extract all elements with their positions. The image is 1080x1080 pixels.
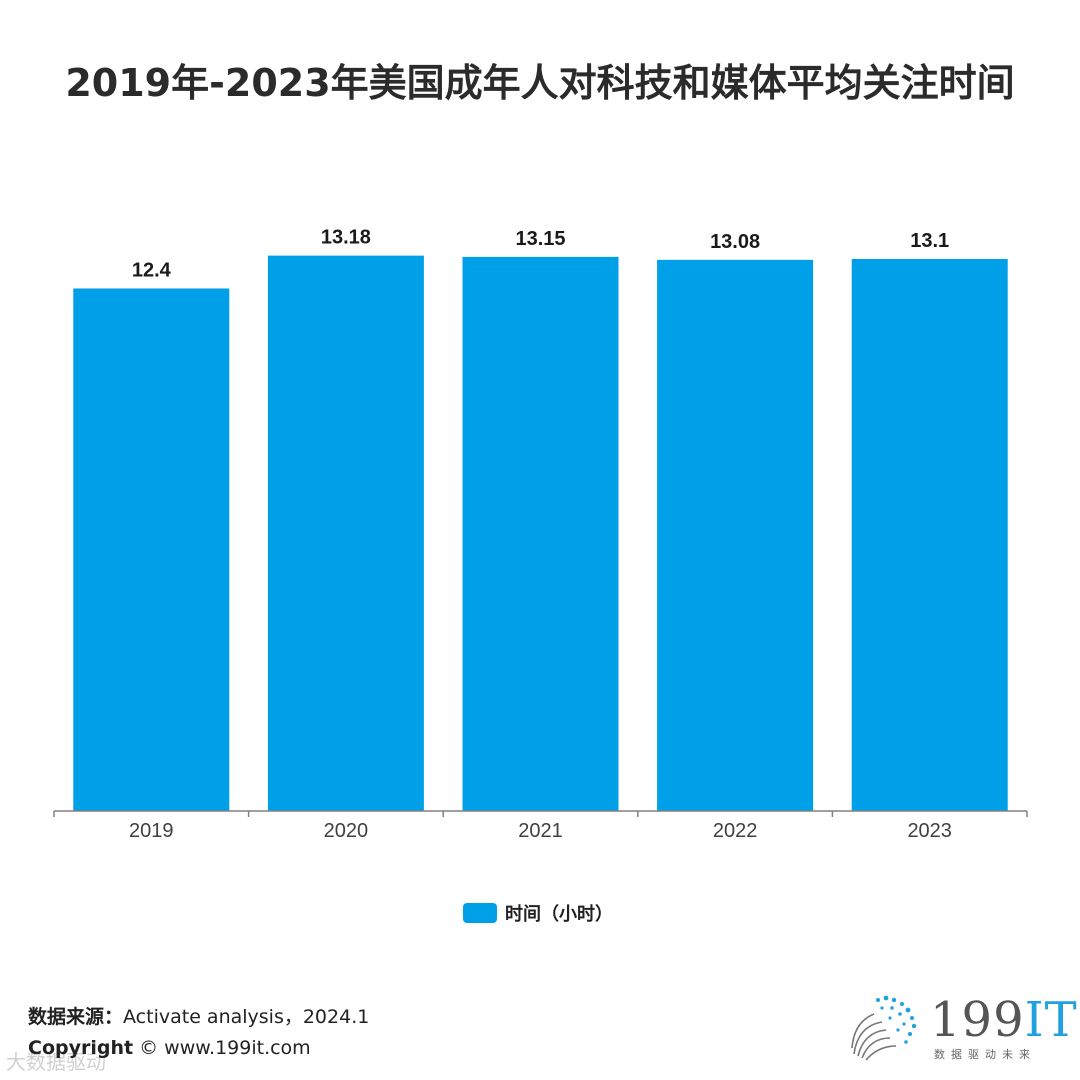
logo-tagline: 数据驱动未来: [934, 1048, 1036, 1061]
data-label-2019: 12.4: [132, 259, 172, 281]
source-note: 数据来源：Activate analysis，2024.1: [28, 1002, 369, 1029]
logo-number: 199: [930, 992, 1025, 1048]
source-label: 数据来源：: [28, 1006, 124, 1028]
logo-wordmark: 199IT: [930, 992, 1078, 1048]
logo-suffix: IT: [1024, 992, 1078, 1048]
x-tick-2022: 2022: [713, 820, 758, 842]
bar-2021: [462, 256, 619, 811]
copyright-label: Copyright: [28, 1037, 134, 1059]
x-tick-2023: 2023: [907, 820, 952, 842]
bar-2023: [851, 258, 1008, 811]
x-tick-2021: 2021: [518, 820, 563, 842]
copyright-note: Copyright © www.199it.com: [28, 1037, 311, 1059]
copyright-text: © www.199it.com: [139, 1037, 311, 1059]
bar-2022: [657, 259, 814, 811]
legend-label: 时间（小时）: [505, 904, 613, 925]
chart-legend: 时间（小时）: [463, 900, 613, 926]
data-label-2021: 13.15: [515, 228, 565, 250]
chart-title: 2019年-2023年美国成年人对科技和媒体平均关注时间: [65, 61, 1015, 105]
x-tick-2020: 2020: [324, 820, 369, 842]
x-tick-2019: 2019: [129, 820, 174, 842]
data-label-2023: 13.1: [910, 230, 949, 252]
data-label-2022: 13.08: [710, 231, 760, 253]
data-label-2020: 13.18: [321, 227, 371, 249]
legend-swatch: [463, 903, 497, 923]
bar-2020: [267, 255, 424, 811]
bar-2019: [73, 288, 230, 812]
watermark: 大数据驱动: [6, 1050, 106, 1074]
dots-logo-icon: [851, 995, 917, 1061]
source-text: Activate analysis，2024.1: [123, 1006, 370, 1028]
brand-logo: 199IT 数据驱动未来: [848, 992, 1077, 1064]
